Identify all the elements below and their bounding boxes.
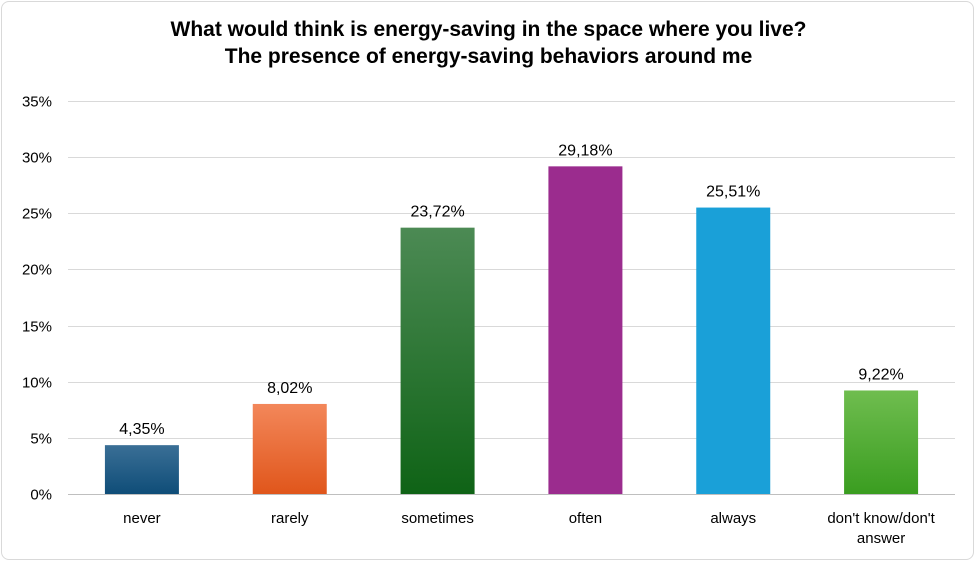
x-tick-label: often	[569, 510, 602, 527]
chart-title-line-2: The presence of energy-saving behaviors …	[224, 45, 753, 68]
x-tick-label: always	[710, 510, 756, 527]
y-tick-label: 35%	[22, 94, 52, 111]
bar-never	[104, 445, 179, 494]
x-tick-label: answer	[857, 530, 905, 547]
bar-often	[548, 166, 623, 494]
x-axis-category-labels: never rarely sometimes often always don't kno…	[123, 510, 935, 547]
y-axis-tick-labels: 0% 5% 10% 15% 20% 25% 30% 35%	[22, 94, 52, 504]
data-labels: 4,35% 8,02% 23,72% 29,18% 25,51% 9,22%	[119, 142, 904, 438]
chart-title-line-1: What would think is energy-saving in the…	[170, 18, 807, 41]
data-label: 29,18%	[558, 142, 612, 159]
x-tick-label: sometimes	[401, 510, 474, 527]
data-label: 25,51%	[706, 184, 760, 201]
y-tick-label: 20%	[22, 262, 52, 279]
bar-rarely	[252, 403, 327, 494]
data-label: 9,22%	[858, 366, 903, 383]
y-tick-label: 10%	[22, 375, 52, 392]
data-label: 8,02%	[267, 380, 312, 397]
x-tick-label: never	[123, 510, 161, 527]
bar-don-t-know-don-t-answer	[844, 390, 919, 494]
x-tick-label: don't know/don't	[827, 510, 935, 527]
data-label: 23,72%	[410, 204, 464, 221]
bar-sometimes	[400, 227, 475, 495]
y-tick-label: 15%	[22, 319, 52, 336]
x-tick-label: rarely	[271, 510, 309, 527]
gridlines	[68, 101, 955, 495]
data-label: 4,35%	[119, 421, 164, 438]
y-tick-label: 5%	[30, 431, 52, 448]
y-tick-label: 25%	[22, 206, 52, 223]
y-tick-label: 30%	[22, 150, 52, 167]
chart-title: What would think is energy-saving in the…	[0, 16, 977, 70]
y-tick-label: 0%	[30, 487, 52, 504]
bar-always	[696, 207, 771, 494]
bars	[104, 166, 919, 495]
